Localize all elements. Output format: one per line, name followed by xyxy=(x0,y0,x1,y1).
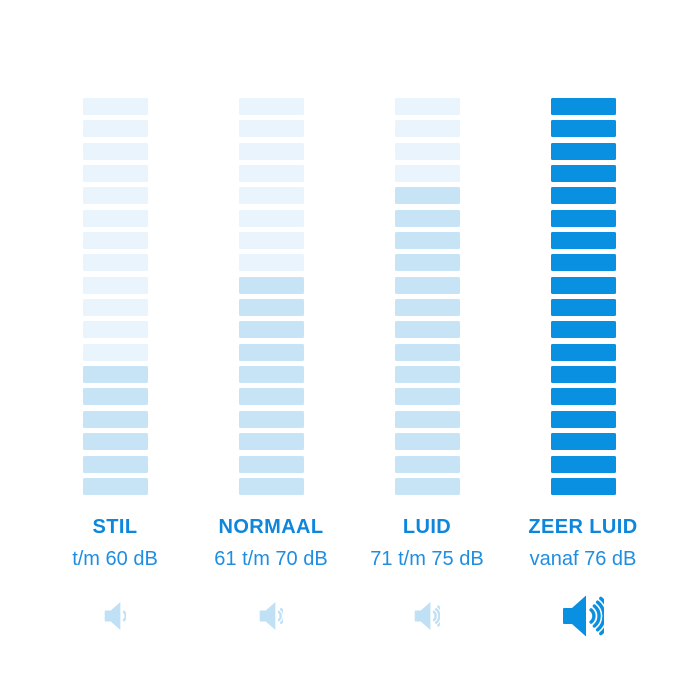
meter-segment xyxy=(550,165,616,183)
meter-segment xyxy=(82,276,148,294)
meter-segment xyxy=(394,165,460,183)
meter-segment xyxy=(550,343,616,361)
meter-segment xyxy=(82,98,148,115)
level-meter xyxy=(82,98,148,495)
meter-segment xyxy=(82,433,148,451)
category-range: 71 t/m 75 dB xyxy=(370,547,484,570)
meter-segment xyxy=(394,477,460,495)
meter-segment xyxy=(238,187,304,205)
category-title: STIL xyxy=(92,515,138,538)
meter-segment xyxy=(82,142,148,160)
level-meter xyxy=(550,98,616,495)
speaker-volume-2-icon xyxy=(259,591,284,641)
meter-segment xyxy=(394,343,460,361)
meter-segment xyxy=(550,254,616,272)
meter-segment xyxy=(82,187,148,205)
meter-segment xyxy=(394,299,460,317)
meter-segment xyxy=(238,321,304,339)
level-meter xyxy=(238,98,304,495)
meter-segment xyxy=(550,98,616,115)
meter-segment xyxy=(394,187,460,205)
category-column-luid: LUID 71 t/m 75 dB xyxy=(349,0,505,641)
meter-segment xyxy=(394,276,460,294)
meter-segment xyxy=(82,232,148,250)
meter-segment xyxy=(550,321,616,339)
meter-segment xyxy=(394,254,460,272)
meter-segment xyxy=(238,299,304,317)
meter-segment xyxy=(82,165,148,183)
meter-segment xyxy=(82,254,148,272)
meter-segment xyxy=(238,232,304,250)
meter-segment xyxy=(238,209,304,227)
meter-segment xyxy=(238,120,304,138)
meter-segment xyxy=(82,366,148,384)
speaker-volume-3-icon xyxy=(414,591,441,641)
meter-segment xyxy=(82,343,148,361)
meter-segment xyxy=(550,187,616,205)
meter-segment xyxy=(238,366,304,384)
meter-segment xyxy=(394,455,460,473)
meter-segment xyxy=(394,410,460,428)
meter-segment xyxy=(238,388,304,406)
category-range: 61 t/m 70 dB xyxy=(214,547,328,570)
meter-segment xyxy=(394,120,460,138)
meter-segment xyxy=(82,299,148,317)
meter-segment xyxy=(238,254,304,272)
meter-segment xyxy=(550,142,616,160)
meter-segment xyxy=(394,142,460,160)
meter-segment xyxy=(550,209,616,227)
meter-segment xyxy=(238,477,304,495)
category-column-normaal: NORMAAL 61 t/m 70 dB xyxy=(193,0,349,641)
meter-segment xyxy=(82,321,148,339)
meter-segment xyxy=(550,410,616,428)
meter-segment xyxy=(394,232,460,250)
speaker-volume-1-icon xyxy=(104,591,126,641)
meter-segment xyxy=(238,165,304,183)
meter-segment xyxy=(82,410,148,428)
category-title: NORMAAL xyxy=(218,515,324,538)
meter-segment xyxy=(394,433,460,451)
meter-segment xyxy=(550,388,616,406)
meter-segment xyxy=(82,477,148,495)
meter-segment xyxy=(238,433,304,451)
meter-segment xyxy=(238,142,304,160)
meter-segment xyxy=(550,232,616,250)
meter-segment xyxy=(82,455,148,473)
meter-segment xyxy=(550,455,616,473)
category-column-zeer-luid: ZEER LUID vanaf 76 dB xyxy=(505,0,661,641)
meter-segment xyxy=(550,366,616,384)
columns-row: STIL t/m 60 dB NORMAAL 61 t/m 70 dB LUID 71 t… xyxy=(37,0,661,641)
level-meter xyxy=(394,98,460,495)
meter-segment xyxy=(550,433,616,451)
meter-segment xyxy=(550,120,616,138)
meter-segment xyxy=(550,477,616,495)
meter-segment xyxy=(394,98,460,115)
category-range: vanaf 76 dB xyxy=(529,547,637,570)
meter-segment xyxy=(82,388,148,406)
category-title: ZEER LUID xyxy=(528,515,638,538)
meter-segment xyxy=(550,276,616,294)
meter-segment xyxy=(238,276,304,294)
category-title: LUID xyxy=(402,515,452,538)
meter-segment xyxy=(82,209,148,227)
speaker-volume-4-icon xyxy=(562,591,604,641)
category-range: t/m 60 dB xyxy=(72,547,158,570)
meter-segment xyxy=(550,299,616,317)
meter-segment xyxy=(238,343,304,361)
meter-segment xyxy=(394,366,460,384)
category-column-stil: STIL t/m 60 dB xyxy=(37,0,193,641)
meter-segment xyxy=(82,120,148,138)
meter-segment xyxy=(394,388,460,406)
meter-segment xyxy=(238,410,304,428)
meter-segment xyxy=(238,98,304,115)
meter-segment xyxy=(394,321,460,339)
meter-segment xyxy=(394,209,460,227)
meter-segment xyxy=(238,455,304,473)
